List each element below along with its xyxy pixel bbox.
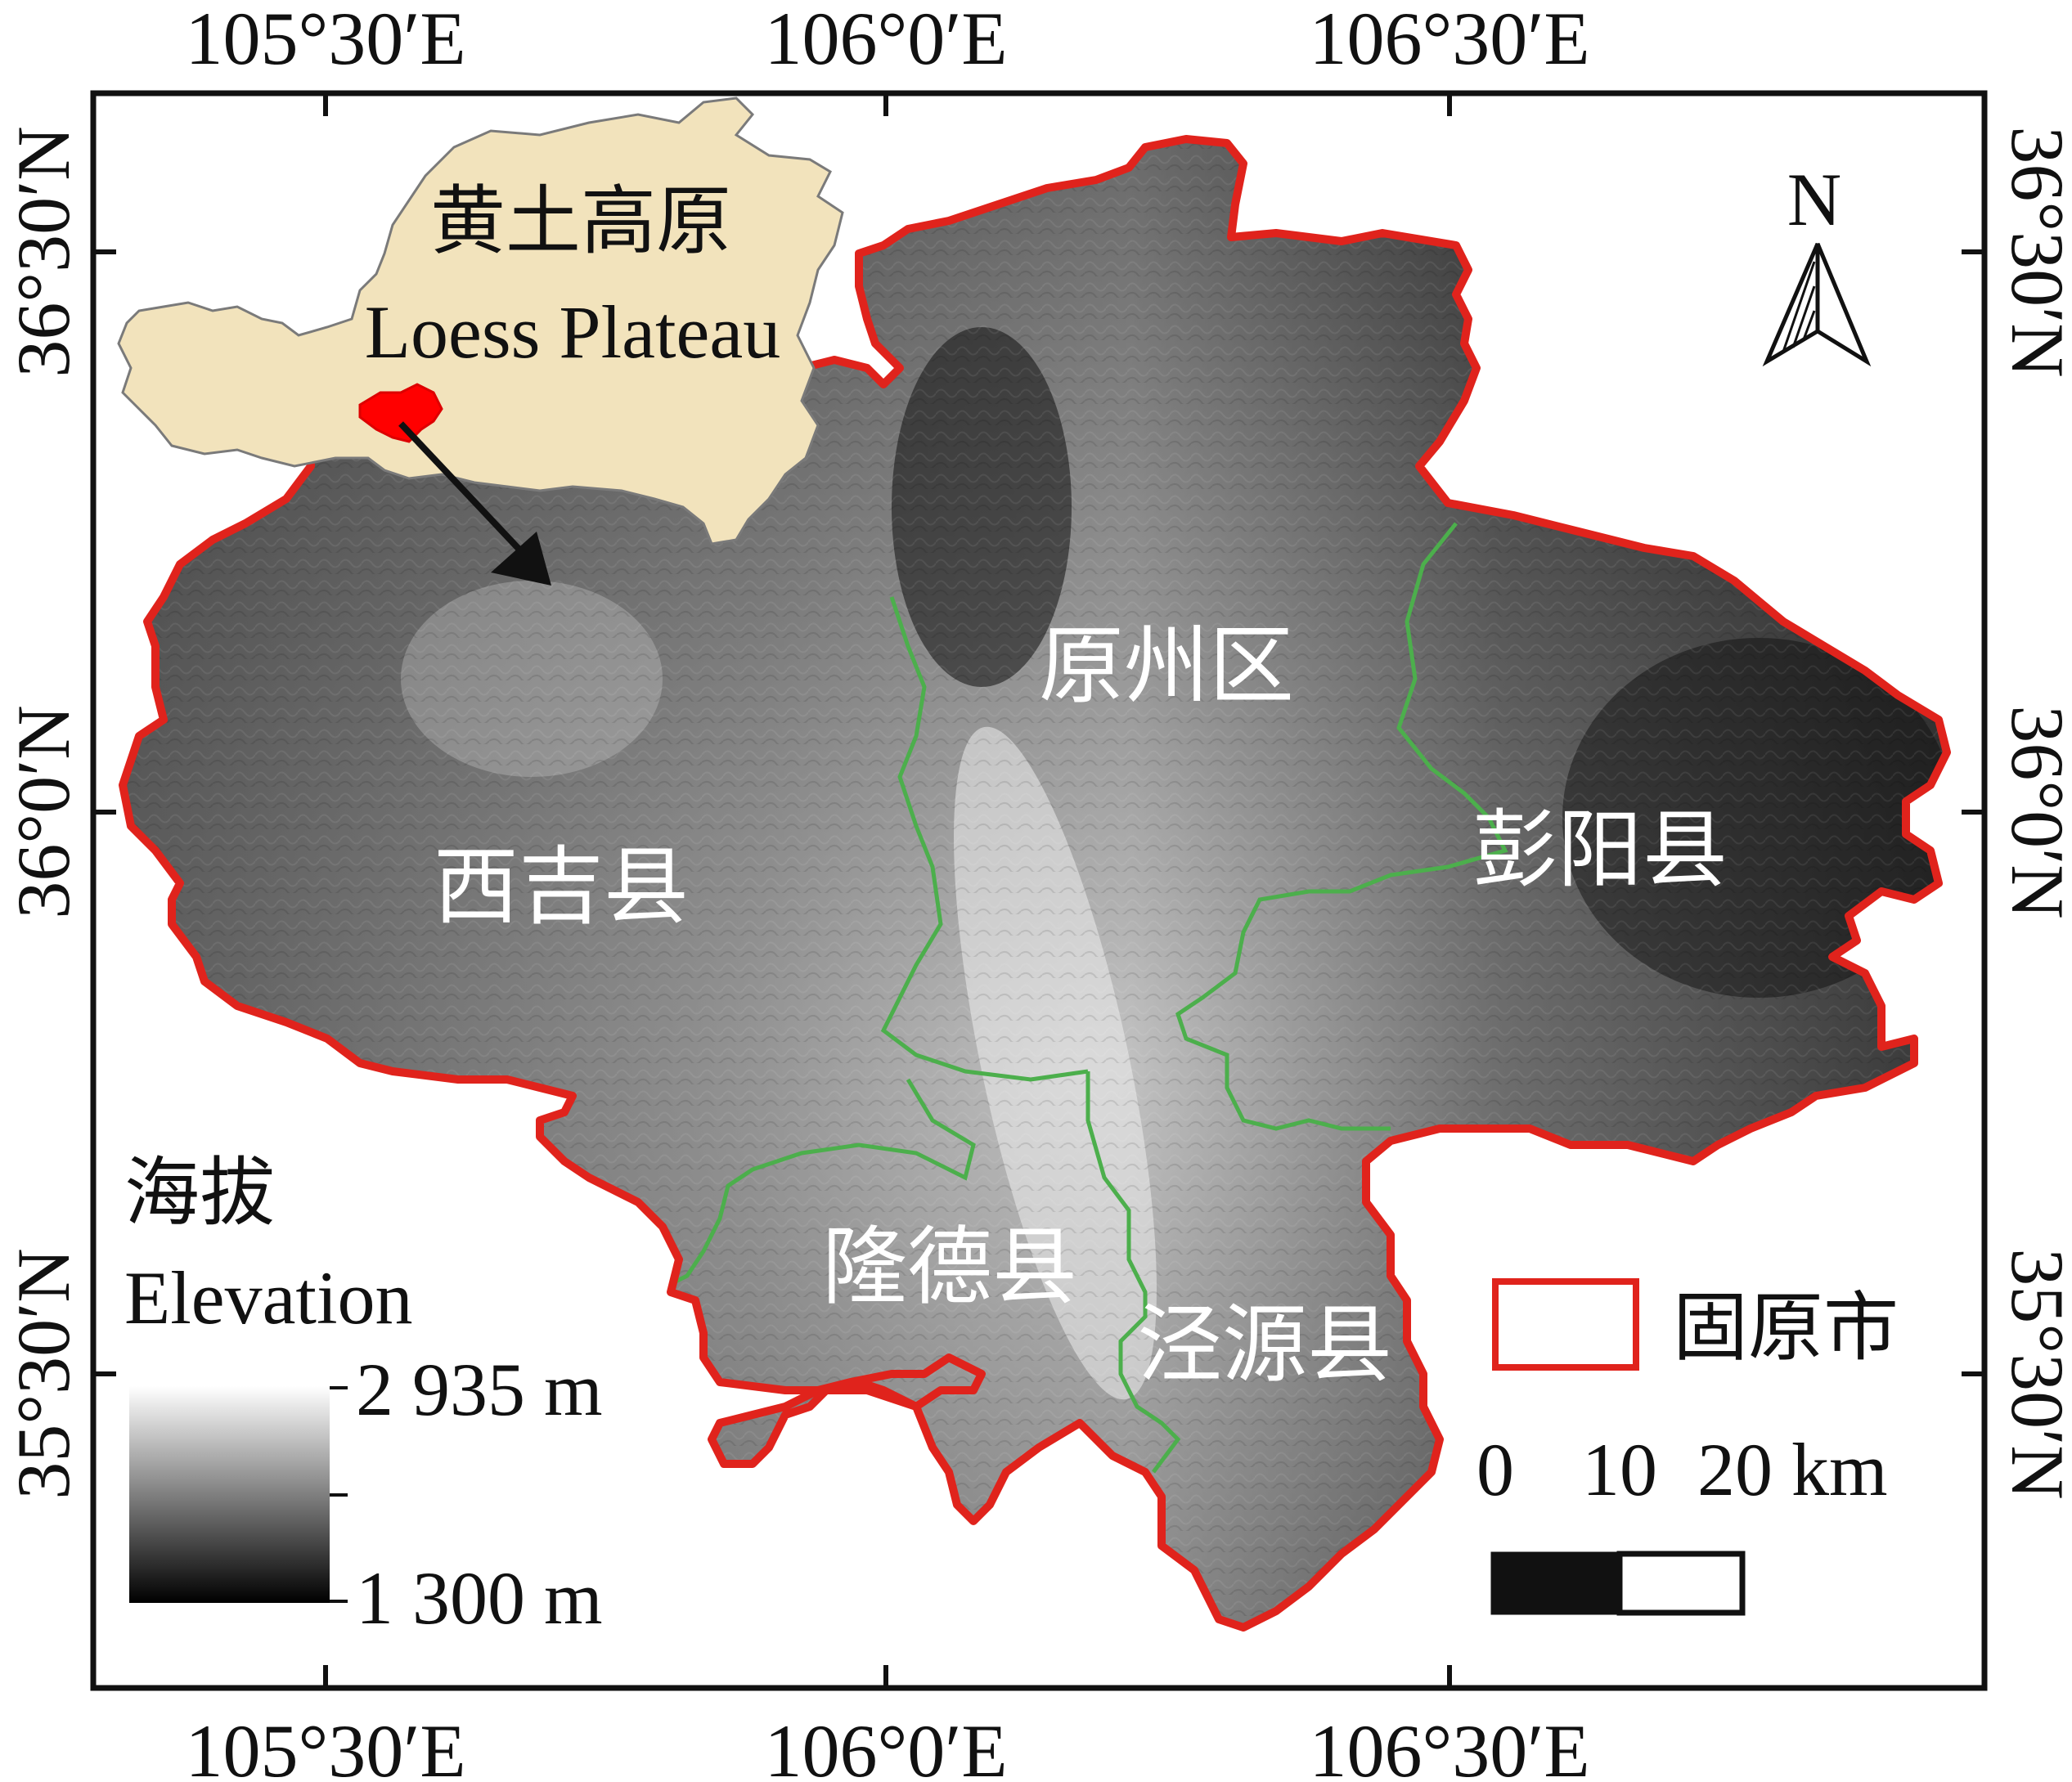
north-arrow-left: [1762, 243, 1820, 367]
north-arrow-label: N: [1787, 158, 1841, 241]
right-coord-label-2: 36°0′N: [1996, 705, 2072, 918]
inset-title-cn: 黄土高原: [430, 180, 731, 263]
inset-title-en: Loess Plateau: [365, 290, 780, 374]
legend-elevation-cn: 海拔: [124, 1151, 275, 1235]
graticule-ticks: [93, 93, 1984, 1688]
left-coord-label-1: 36°30′N: [2, 126, 85, 377]
county-boundaries: [669, 522, 1508, 1474]
county-line-xiji-yuanzhou: [880, 596, 1089, 1082]
guyuan-highlight: [358, 383, 443, 443]
county-line-longde-jingyuan: [1085, 1071, 1181, 1474]
district-label-pengyang: 彭阳县: [1472, 800, 1728, 900]
scale-label-10: 10: [1582, 1428, 1657, 1511]
map-frame: [90, 90, 1988, 1691]
district-label-jingyuan: 泾源县: [1137, 1295, 1392, 1394]
right-coord-label-1: 36°30′N: [1996, 126, 2072, 377]
top-coord-label-2: 106°0′E: [764, 0, 1007, 80]
right-coord-label-3: 35°30′N: [1996, 1248, 2072, 1499]
locator-arrow: [398, 421, 551, 586]
elevation-color-ramp: [129, 1386, 330, 1603]
scale-bar-black: [1490, 1551, 1622, 1615]
county-line-xiji-longde: [669, 1078, 976, 1286]
boundary-legend: 固原市: [1492, 1278, 1899, 1371]
legend-elevation-en: Elevation: [124, 1256, 413, 1340]
district-label-xiji: 西吉县: [434, 837, 689, 936]
north-arrow: N: [1762, 158, 1872, 367]
loess-plateau-shape: [117, 97, 844, 545]
legend-min-value: 1 300 m: [356, 1556, 603, 1640]
bottom-coord-label-3: 106°30′E: [1309, 1709, 1589, 1782]
inset-loess-plateau: 黄土高原 Loess Plateau: [117, 97, 844, 545]
scale-bar: 0 10 20 km: [1476, 1428, 1888, 1616]
north-arrow-right: [1815, 243, 1872, 367]
boundary-legend-label: 固原市: [1673, 1286, 1899, 1370]
bottom-coord-label-2: 106°0′E: [764, 1709, 1007, 1782]
left-coord-label-2: 36°0′N: [2, 705, 85, 918]
scale-label-20km: 20 km: [1697, 1428, 1888, 1511]
left-coord-label-3: 35°30′N: [2, 1248, 85, 1499]
elevation-legend: 海拔 Elevation 2 935 m 1 300 m: [124, 1151, 603, 1640]
scale-bar-white: [1616, 1551, 1746, 1616]
bottom-coord-label-1: 105°30′E: [185, 1709, 465, 1782]
district-label-yuanzhou: 原州区: [1039, 616, 1294, 716]
boundary-legend-swatch: [1492, 1278, 1639, 1371]
top-coord-label-1: 105°30′E: [185, 0, 465, 80]
district-label-longde: 隆德县: [822, 1217, 1077, 1317]
scale-label-0: 0: [1476, 1428, 1514, 1511]
county-line-yuanzhou-pengyang: [1175, 522, 1508, 1131]
top-coord-label-3: 106°30′E: [1309, 0, 1589, 80]
legend-max-value: 2 935 m: [356, 1348, 603, 1431]
